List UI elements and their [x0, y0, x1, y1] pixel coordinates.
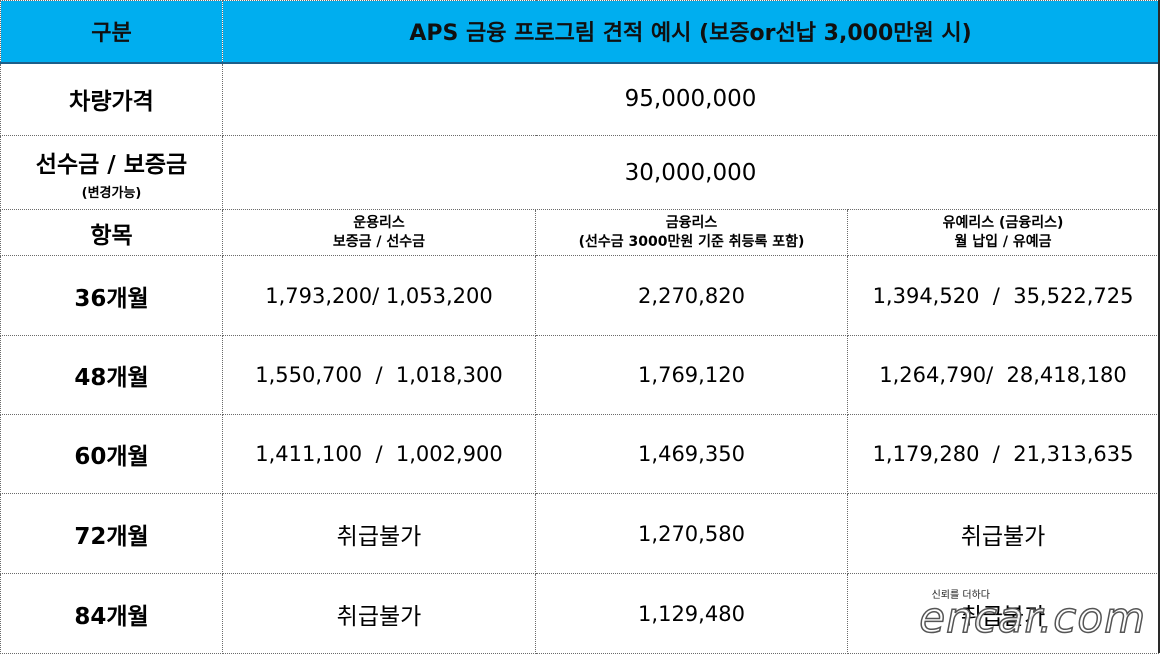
deposit-value: 30,000,000	[221, 135, 1160, 210]
vehicle-price-row: 차량가격 95,000,000	[0, 62, 1160, 136]
vehicle-price-label: 차량가격	[0, 62, 223, 136]
deposit-label-cell: 선수금 / 보증금 (변경가능)	[0, 135, 223, 210]
table-row: 48개월 1,550,700 / 1,018,300 1,769,120 1,2…	[0, 335, 1160, 415]
term-label: 72개월	[0, 493, 223, 574]
deferred-lease-title: 유예리스 (금융리스)	[942, 214, 1064, 231]
operating-lease-value: 1,550,700 / 1,018,300	[222, 335, 536, 415]
table-row: 60개월 1,411,100 / 1,002,900 1,469,350 1,1…	[0, 414, 1160, 494]
deferred-lease-value: 취급불가	[846, 493, 1160, 574]
term-label: 48개월	[0, 335, 223, 415]
financial-lease-value: 1,270,580	[535, 493, 848, 574]
term-label: 60개월	[0, 414, 223, 494]
financial-lease-title: 금융리스	[665, 214, 718, 231]
operating-lease-value: 취급불가	[222, 573, 536, 654]
deferred-lease-value: 1,394,520 / 35,522,725	[846, 255, 1160, 336]
deposit-row: 선수금 / 보증금 (변경가능) 30,000,000	[0, 135, 1160, 210]
vehicle-price-value: 95,000,000	[221, 62, 1160, 136]
deferred-lease-subtitle: 월 납입 / 유예금	[954, 233, 1052, 250]
table-row: 84개월 취급불가 1,129,480 취급불가	[0, 573, 1160, 654]
table-row: 36개월 1,793,200/ 1,053,200 2,270,820 1,39…	[0, 255, 1160, 336]
operating-lease-title: 운용리스	[353, 214, 405, 231]
financial-lease-header: 금융리스 (선수금 3000만원 기준 취등록 포함)	[535, 209, 848, 256]
operating-lease-value: 1,793,200/ 1,053,200	[222, 255, 536, 336]
right-border	[1158, 0, 1160, 653]
operating-lease-value: 1,411,100 / 1,002,900	[222, 414, 536, 494]
deferred-lease-value: 1,179,280 / 21,313,635	[846, 414, 1160, 494]
operating-lease-subtitle: 보증금 / 선수금	[332, 233, 426, 250]
items-header-row: 항목 운용리스 보증금 / 선수금 금융리스 (선수금 3000만원 기준 취등…	[0, 209, 1160, 256]
financial-lease-subtitle: (선수금 3000만원 기준 취등록 포함)	[578, 233, 805, 250]
term-label: 36개월	[0, 255, 223, 336]
operating-lease-header: 운용리스 보증금 / 선수금	[222, 209, 536, 256]
deposit-sublabel: (변경가능)	[81, 185, 142, 201]
financial-lease-value: 1,129,480	[535, 573, 848, 654]
table-title: APS 금융 프로그림 견적 예시 (보증or선납 3,000만원 시)	[221, 0, 1160, 64]
deferred-lease-value: 취급불가	[846, 573, 1160, 654]
term-label: 84개월	[0, 573, 223, 654]
table-row: 72개월 취급불가 1,270,580 취급불가	[0, 493, 1160, 574]
financial-lease-value: 1,469,350	[535, 414, 848, 494]
header-row: 구분 APS 금융 프로그림 견적 예시 (보증or선납 3,000만원 시)	[0, 0, 1160, 64]
deposit-label: 선수금 / 보증금	[35, 151, 188, 178]
financial-lease-value: 1,769,120	[535, 335, 848, 415]
operating-lease-value: 취급불가	[222, 493, 536, 574]
category-header: 구분	[0, 0, 223, 64]
financial-lease-value: 2,270,820	[535, 255, 848, 336]
deferred-lease-value: 1,264,790/ 28,418,180	[846, 335, 1160, 415]
deferred-lease-header: 유예리스 (금융리스) 월 납입 / 유예금	[846, 209, 1160, 256]
items-label: 항목	[0, 209, 223, 256]
